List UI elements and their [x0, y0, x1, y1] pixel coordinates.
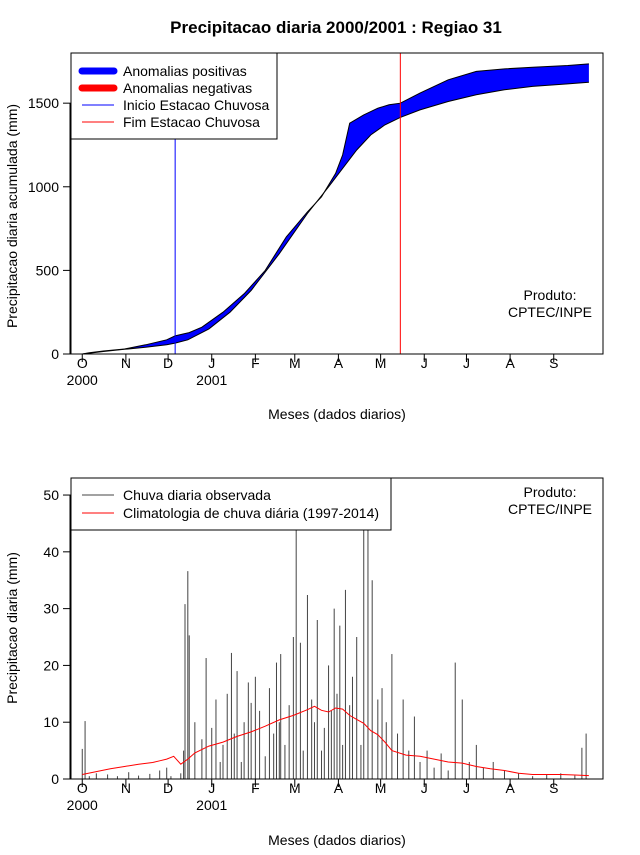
- legend-label-positive: Anomalias positivas: [123, 63, 247, 79]
- y-tick-label: 20: [43, 657, 59, 673]
- x-tick-label: S: [549, 355, 558, 371]
- x-tick-label: J: [463, 780, 470, 796]
- x-tick-label: M: [375, 355, 387, 371]
- x-tick-label: S: [549, 780, 558, 796]
- y-tick-label: 0: [51, 771, 59, 787]
- year-label: 2000: [67, 372, 98, 388]
- legend-label-negative: Anomalias negativas: [123, 80, 252, 96]
- y-tick-label: 10: [43, 714, 59, 730]
- x-tick-label: N: [121, 780, 131, 796]
- bottom-y-axis: 0 10 20 30 40 50: [43, 487, 71, 787]
- observed-cumulative-line: [82, 63, 589, 355]
- climatology-daily-line: [82, 705, 589, 777]
- legend-label-end: Fim Estacao Chuvosa: [123, 114, 260, 130]
- x-tick-label: D: [163, 780, 173, 796]
- top-y-axis: 0 500 1000 1500: [28, 95, 71, 362]
- bottom-legend-box: [70, 477, 392, 531]
- x-tick-label: N: [121, 355, 131, 371]
- x-tick-label: J: [421, 780, 428, 796]
- bottom-x-axis-label: Meses (dados diarios): [268, 832, 406, 848]
- x-tick-label: F: [251, 355, 260, 371]
- positive-anomaly-band: [324, 63, 589, 193]
- legend-label-climatology: Climatologia de chuva diária (1997-2014): [123, 505, 379, 521]
- bottom-x-axis: O N D J F M A M J J A S 2000 2001: [67, 778, 558, 813]
- credit-line-2: CPTEC/INPE: [508, 501, 592, 517]
- x-tick-label: M: [289, 355, 301, 371]
- x-tick-label: O: [77, 355, 88, 371]
- cumulative-precipitation-chart: Precipitacao diaria 2000/2001 : Regiao 3…: [4, 18, 604, 422]
- x-tick-label: D: [163, 355, 173, 371]
- top-x-axis-label: Meses (dados diarios): [268, 406, 406, 422]
- top-series-layer: [82, 63, 589, 355]
- top-legend-box: [70, 52, 278, 140]
- x-tick-label: J: [208, 355, 215, 371]
- climatology-cumulative-line: [82, 81, 589, 355]
- x-tick-label: A: [505, 355, 515, 371]
- y-tick-label: 30: [43, 601, 59, 617]
- top-y-axis-label: Precipitacao diaria acumulada (mm): [4, 104, 20, 328]
- positive-anomaly-band: [82, 202, 316, 354]
- y-tick-label: 500: [36, 262, 60, 278]
- top-legend: Anomalias positivas Anomalias negativas …: [70, 52, 278, 140]
- chart-title: Precipitacao diaria 2000/2001 : Regiao 3…: [170, 18, 502, 37]
- legend-label-observed: Chuva diaria observada: [123, 487, 271, 503]
- legend-label-onset: Inicio Estacao Chuvosa: [123, 97, 270, 113]
- credit-line-1: Produto:: [524, 287, 577, 303]
- credit-line-2: CPTEC/INPE: [508, 304, 592, 320]
- y-tick-label: 50: [43, 487, 59, 503]
- x-tick-label: J: [421, 355, 428, 371]
- year-label: 2001: [196, 797, 227, 813]
- bottom-legend: Chuva diaria observada Climatologia de c…: [70, 477, 392, 531]
- y-tick-label: 0: [51, 346, 59, 362]
- x-tick-label: M: [375, 780, 387, 796]
- x-tick-label: F: [251, 780, 260, 796]
- year-label: 2000: [67, 797, 98, 813]
- x-tick-label: O: [77, 780, 88, 796]
- daily-precipitation-chart: 0 10 20 30 40 50 O N D J F M A M J J A S 2000 2001 Precipi…: [4, 477, 604, 848]
- x-tick-label: A: [334, 355, 344, 371]
- x-tick-label: A: [505, 780, 515, 796]
- x-tick-label: M: [289, 780, 301, 796]
- x-tick-label: J: [208, 780, 215, 796]
- y-tick-label: 40: [43, 544, 59, 560]
- credit-line-1: Produto:: [524, 484, 577, 500]
- y-tick-label: 1000: [28, 179, 59, 195]
- year-label: 2001: [196, 372, 227, 388]
- x-tick-label: A: [334, 780, 344, 796]
- y-tick-label: 1500: [28, 95, 59, 111]
- top-x-axis: O N D J F M A M J J A S 2000 2001: [67, 353, 558, 388]
- bottom-y-axis-label: Precipitacao diaria (mm): [4, 552, 20, 704]
- bottom-series-layer: [81, 478, 589, 779]
- x-tick-label: J: [463, 355, 470, 371]
